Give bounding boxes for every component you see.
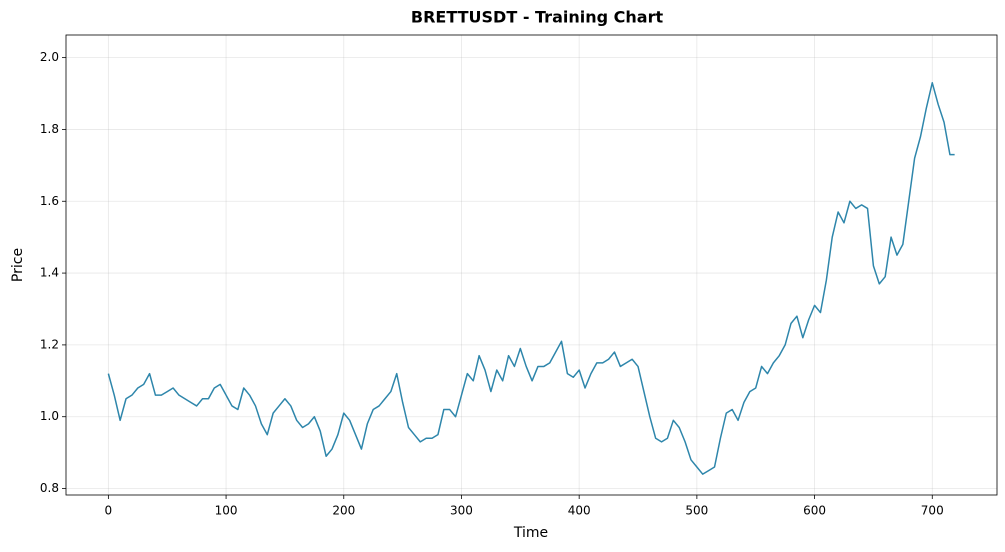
y-tick-label: 1.8 [40, 122, 59, 136]
y-tick-label: 1.0 [40, 409, 59, 423]
y-tick-label: 1.2 [40, 337, 59, 351]
x-tick-label: 600 [803, 504, 826, 518]
y-tick-label: 2.0 [40, 50, 59, 64]
chart-title: BRETTUSDT - Training Chart [411, 8, 664, 27]
y-tick-label: 0.8 [40, 481, 59, 495]
x-tick-label: 400 [568, 504, 591, 518]
x-tick-label: 0 [105, 504, 113, 518]
y-axis-label: Price [10, 248, 26, 282]
x-tick-label: 300 [450, 504, 473, 518]
x-tick-label: 200 [332, 504, 355, 518]
price-line [107, 82, 955, 475]
y-tick-label: 1.4 [40, 266, 59, 280]
x-tick-label: 700 [921, 504, 944, 518]
x-tick-label: 100 [215, 504, 238, 518]
y-tick-label: 1.6 [40, 194, 59, 208]
x-tick-label: 500 [685, 504, 708, 518]
x-axis-label: Time [513, 525, 548, 541]
plot-frame [65, 34, 998, 496]
